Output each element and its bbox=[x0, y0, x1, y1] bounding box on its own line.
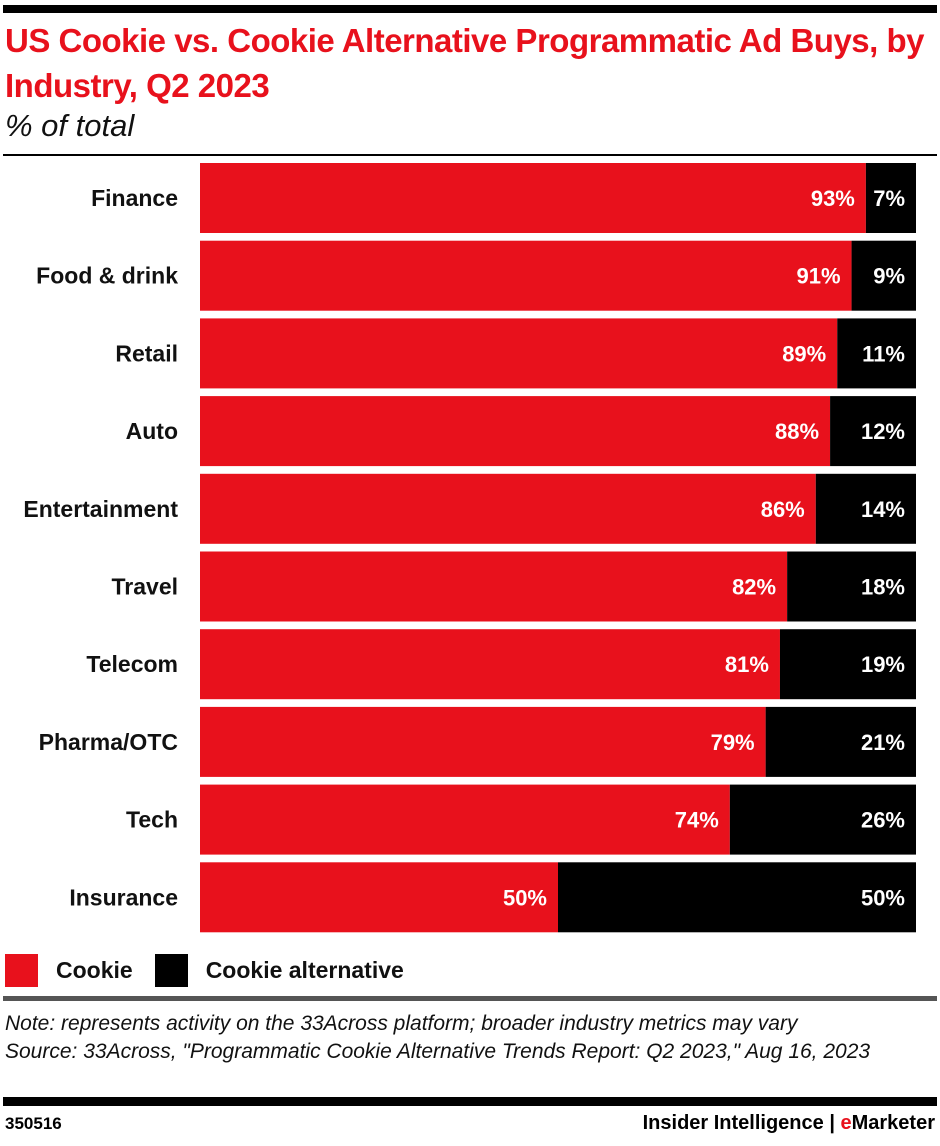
legend-swatch-cookie bbox=[5, 953, 38, 987]
data-label: 21% bbox=[861, 730, 905, 755]
bar-cookie-alternative bbox=[729, 784, 916, 855]
bar-cookie bbox=[200, 318, 838, 389]
bar-cookie bbox=[200, 240, 852, 311]
legend: Cookie Cookie alternative bbox=[5, 953, 404, 987]
source-text: Source: 33Across, "Programmatic Cookie A… bbox=[5, 1040, 871, 1063]
chart-title: US Cookie vs. Cookie Alternative Program… bbox=[5, 22, 925, 104]
category-label: Telecom bbox=[86, 651, 178, 677]
category-label: Pharma/OTC bbox=[39, 729, 178, 755]
data-label: 19% bbox=[861, 652, 905, 677]
bar-cookie-alternative bbox=[815, 473, 916, 544]
header-divider bbox=[3, 154, 937, 156]
legend-label-cookie-alternative: Cookie alternative bbox=[205, 956, 404, 983]
category-label: Food & drink bbox=[36, 263, 178, 289]
category-label: Entertainment bbox=[23, 496, 178, 522]
data-label: 91% bbox=[797, 264, 841, 289]
bar-cookie bbox=[200, 551, 788, 622]
bar-cookie bbox=[200, 163, 866, 233]
data-label: 88% bbox=[775, 419, 819, 444]
category-label: Travel bbox=[112, 574, 179, 600]
legend-label-cookie: Cookie bbox=[56, 956, 133, 983]
data-label: 7% bbox=[873, 186, 905, 211]
bar-cookie-alternative bbox=[558, 862, 916, 933]
data-label: 93% bbox=[811, 186, 855, 211]
data-label: 82% bbox=[732, 575, 776, 600]
notes: Note: represents activity on the 33Acros… bbox=[5, 1010, 930, 1066]
data-label: 14% bbox=[861, 497, 905, 522]
data-label: 79% bbox=[711, 730, 755, 755]
bar-cookie-alternative bbox=[837, 318, 916, 389]
bar-cookie-alternative bbox=[851, 240, 916, 311]
legend-divider bbox=[3, 996, 937, 1001]
bar-cookie bbox=[200, 396, 831, 467]
bar-chart: Finance 93% 7% Food & drink 91% 9% Retail 89% 11… bbox=[23, 163, 916, 933]
data-label: 81% bbox=[725, 652, 769, 677]
brand-logo: Insider Intelligence | eMarketer bbox=[642, 1112, 935, 1134]
bar-cookie-alternative bbox=[830, 396, 916, 467]
data-label: 50% bbox=[503, 885, 547, 910]
bar-cookie-alternative bbox=[765, 706, 916, 777]
category-label: Auto bbox=[126, 418, 178, 444]
category-label: Retail bbox=[115, 340, 178, 366]
data-label: 18% bbox=[861, 575, 905, 600]
data-label: 26% bbox=[861, 808, 905, 833]
bar-cookie-alternative bbox=[787, 551, 916, 622]
bar-cookie bbox=[200, 473, 816, 544]
data-label: 86% bbox=[761, 497, 805, 522]
bar-cookie bbox=[200, 784, 730, 855]
category-label: Tech bbox=[126, 807, 178, 833]
bar-cookie bbox=[200, 706, 766, 777]
top-rule bbox=[3, 5, 937, 13]
legend-swatch-cookie-alternative bbox=[154, 953, 188, 987]
data-label: 89% bbox=[782, 341, 826, 366]
data-label: 50% bbox=[861, 885, 905, 910]
data-label: 11% bbox=[862, 341, 905, 366]
category-label: Insurance bbox=[69, 884, 178, 910]
chart-subtitle: % of total bbox=[5, 108, 135, 143]
chart-id: 350516 bbox=[5, 1114, 62, 1133]
data-label: 12% bbox=[861, 419, 905, 444]
data-label: 9% bbox=[873, 264, 905, 289]
category-label: Finance bbox=[91, 185, 178, 211]
bar-cookie bbox=[200, 862, 558, 933]
footer-rule bbox=[3, 1097, 937, 1106]
data-label: 74% bbox=[675, 808, 719, 833]
bar-cookie-alternative bbox=[779, 629, 916, 700]
bar-cookie bbox=[200, 629, 780, 700]
note-text: Note: represents activity on the 33Acros… bbox=[5, 1012, 798, 1035]
bar-cookie-alternative bbox=[865, 163, 916, 233]
